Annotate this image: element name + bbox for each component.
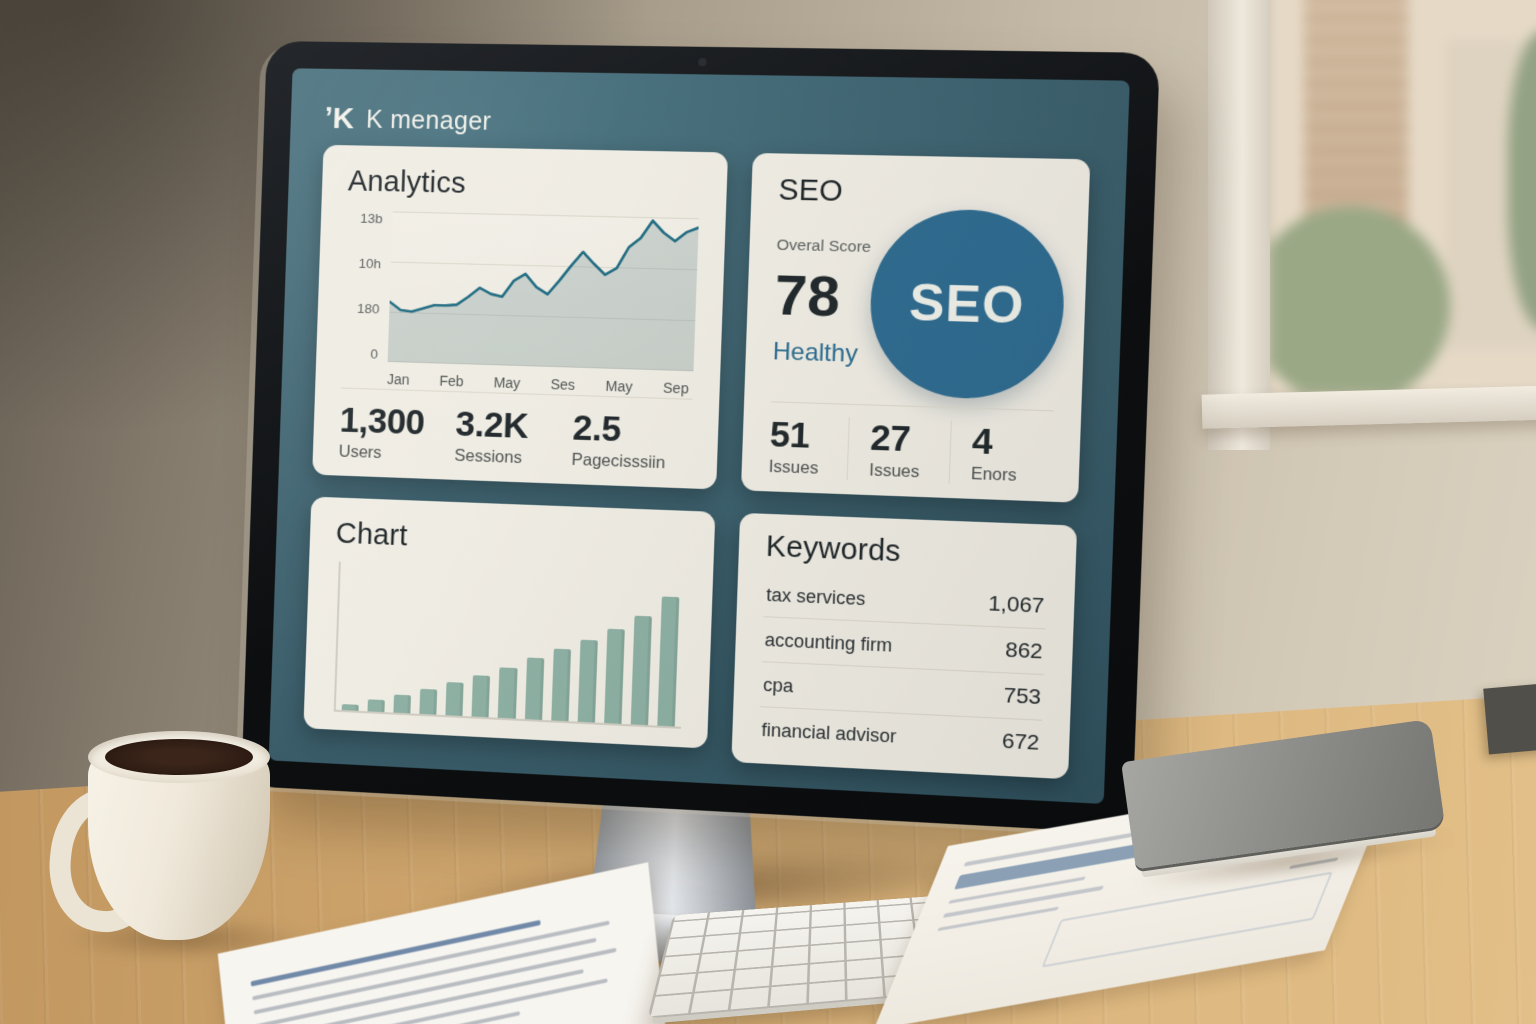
app-title: K menager <box>366 105 492 136</box>
stat-value: 1,300 <box>339 401 456 445</box>
desk-scene: ʼK K menager Analytics 13b 10h 180 <box>0 0 1536 1024</box>
keyword-term: cpa <box>763 674 794 697</box>
seo-title: SEO <box>778 174 1062 214</box>
analytics-title: Analytics <box>347 165 700 206</box>
screen: ʼK K menager Analytics 13b 10h 180 <box>269 68 1130 804</box>
window-frame <box>1208 0 1270 450</box>
y-tick: 13b <box>360 211 383 227</box>
x-tick: Sep <box>663 379 689 396</box>
x-tick: May <box>605 378 633 395</box>
x-tick: May <box>493 374 520 391</box>
keywords-card: Keywords tax services 1,067 accounting f… <box>731 513 1077 779</box>
keyword-list: tax services 1,067 accounting firm 862 c… <box>759 572 1048 765</box>
window-view <box>1270 0 1536 394</box>
keyword-count: 753 <box>1003 684 1041 711</box>
seo-score-block: Overal Score 78 Healthy <box>771 236 871 395</box>
dashboard: ʼK K menager Analytics 13b 10h 180 <box>269 68 1130 804</box>
bar <box>394 695 412 714</box>
stat-issues-1: 51 Issues <box>768 415 849 480</box>
seo-badge: SEO <box>867 208 1067 401</box>
bar <box>368 699 385 712</box>
chart-title: Chart <box>335 518 688 565</box>
webcam-dot <box>698 58 707 66</box>
analytics-chart: 13b 10h 180 0 <box>342 210 699 371</box>
keyword-count: 1,067 <box>988 592 1045 619</box>
keywords-title: Keywords <box>765 530 1048 575</box>
stat-pageviews: 2.5 Pagecisssiin <box>571 408 692 474</box>
y-tick: 0 <box>370 346 378 361</box>
stat-label: Users <box>338 443 454 466</box>
stat-value: 4 <box>971 421 1053 465</box>
bar <box>342 704 359 711</box>
stat-label: Pagecisssiin <box>571 451 690 475</box>
seo-badge-label: SEO <box>908 273 1025 336</box>
stat-label: Issues <box>768 458 847 480</box>
bar-chart <box>334 562 687 729</box>
desk-object <box>1483 684 1536 755</box>
stat-sessions: 3.2K Sessions <box>454 404 573 470</box>
coffee <box>105 739 253 775</box>
analytics-line-svg <box>388 211 699 371</box>
stat-label: Enors <box>970 465 1051 488</box>
coffee-mug <box>60 728 300 958</box>
bar <box>420 689 438 715</box>
bar <box>498 667 517 719</box>
keyword-term: accounting firm <box>764 629 892 656</box>
bar <box>551 649 571 722</box>
seo-score-value: 78 <box>774 261 871 330</box>
stat-label: Sessions <box>454 447 572 470</box>
seo-body: Overal Score 78 Healthy SEO <box>771 210 1060 401</box>
stat-label: Issues <box>869 461 949 483</box>
bar <box>631 616 652 725</box>
stat-value: 27 <box>870 418 951 462</box>
chart-card: Chart <box>303 497 715 749</box>
window-greenery <box>1270 206 1450 394</box>
bar <box>446 682 464 716</box>
y-axis: 13b 10h 180 0 <box>342 210 383 361</box>
x-tick: Ses <box>550 376 575 393</box>
stat-users: 1,300 Users <box>338 401 456 466</box>
window <box>1208 0 1536 450</box>
stat-value: 2.5 <box>572 408 692 453</box>
x-tick: Jan <box>387 371 410 388</box>
y-tick: 10h <box>358 256 381 272</box>
monitor-bezel: ʼK K menager Analytics 13b 10h 180 <box>241 41 1160 834</box>
keyword-count: 862 <box>1005 638 1043 665</box>
keyword-term: tax services <box>766 584 866 610</box>
bar <box>524 658 543 720</box>
analytics-stats: 1,300 Users 3.2K Sessions 2.5 Pagecisssi… <box>338 388 692 475</box>
bar <box>604 628 625 723</box>
analytics-plot <box>388 211 699 371</box>
stat-value: 51 <box>769 415 849 459</box>
stat-errors: 4 Enors <box>948 420 1053 487</box>
app-logo-icon: ʼK <box>324 104 355 135</box>
card-grid: Analytics 13b 10h 180 0 <box>303 145 1090 779</box>
bar <box>472 675 491 718</box>
seo-card: SEO Overal Score 78 Healthy SEO <box>741 153 1090 503</box>
y-tick: 180 <box>357 301 380 317</box>
keyword-term: financial advisor <box>761 719 897 747</box>
seo-stats: 51 Issues 27 Issues 4 Enors <box>768 401 1053 487</box>
bar <box>577 639 597 722</box>
seo-score-label: Overal Score <box>776 236 871 257</box>
analytics-card: Analytics 13b 10h 180 0 <box>312 145 728 490</box>
bar <box>657 596 679 726</box>
stat-value: 3.2K <box>455 404 574 448</box>
stat-issues-2: 27 Issues <box>847 417 951 483</box>
keyword-count: 672 <box>1002 729 1040 756</box>
seo-status: Healthy <box>772 338 867 370</box>
x-tick: Feb <box>439 373 464 390</box>
